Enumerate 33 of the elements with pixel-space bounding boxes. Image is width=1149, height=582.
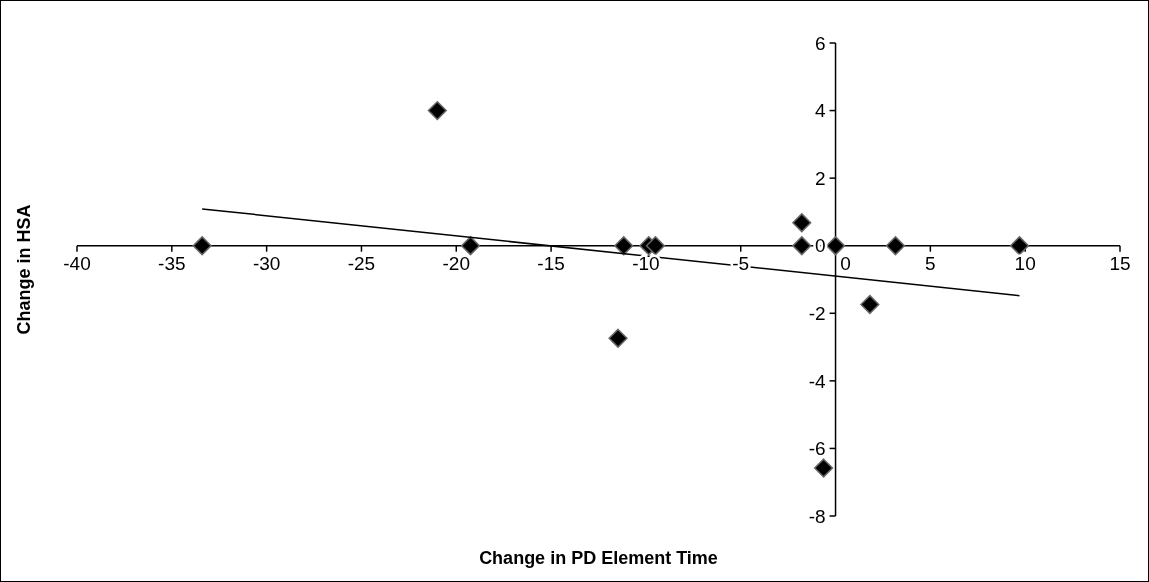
x-tick-label: -15 [537, 252, 565, 274]
x-tick-label: -30 [252, 252, 281, 274]
x-tick-label: 15 [1109, 252, 1131, 274]
x-tick-label: 0 [840, 252, 851, 274]
point [460, 236, 481, 256]
point [608, 328, 628, 348]
y-tick-label: -4 [808, 370, 826, 392]
y-tick-label: -2 [808, 302, 826, 324]
point [427, 100, 447, 121]
y-tick-label: -6 [808, 438, 826, 460]
x-tick-label: -10 [632, 252, 660, 274]
x-tick-label: -20 [442, 252, 471, 274]
x-tick-label: -25 [347, 252, 376, 274]
x-tick-label: 10 [1014, 252, 1036, 274]
x-axis-title: Change in PD Element Time [479, 548, 718, 568]
point [813, 458, 834, 478]
y-tick-label: 6 [814, 32, 826, 54]
x-tick-label: -40 [63, 252, 91, 274]
point [614, 236, 634, 256]
x-tick-label: -35 [158, 252, 186, 274]
point [1009, 236, 1030, 256]
y-tick-label: 4 [814, 100, 826, 122]
point [192, 236, 212, 256]
x-tick-label: 5 [925, 252, 936, 274]
point [825, 236, 846, 256]
y-tick-label: -8 [808, 505, 826, 527]
y-tick-label: 2 [814, 167, 826, 189]
point [860, 294, 880, 315]
point [645, 236, 665, 256]
point [792, 213, 812, 233]
point [792, 236, 812, 256]
y-axis-title: Change in HSA [14, 204, 34, 335]
point [885, 236, 906, 256]
